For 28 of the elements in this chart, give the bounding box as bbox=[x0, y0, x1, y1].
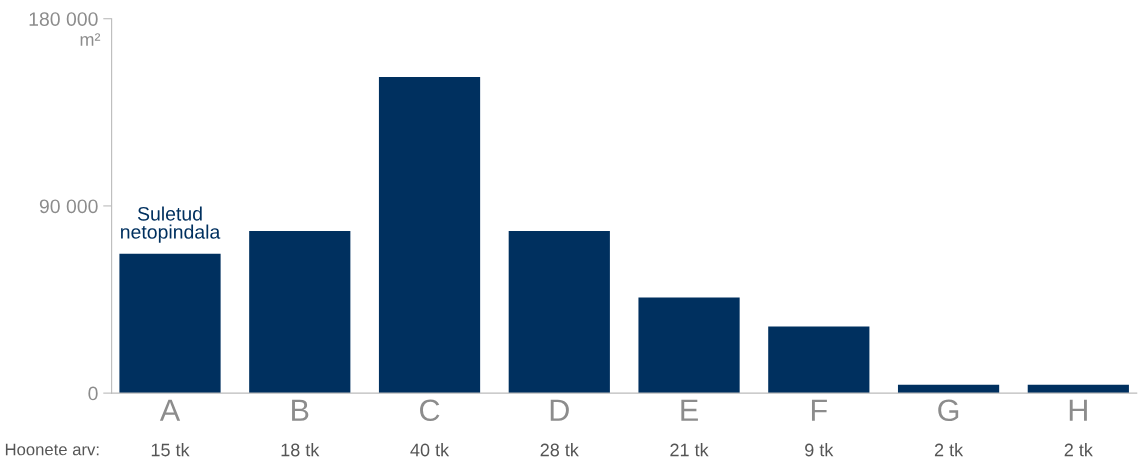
y-tick-label: 90 000 bbox=[39, 199, 98, 214]
text: 2 tk bbox=[1064, 443, 1093, 457]
bar bbox=[119, 253, 221, 394]
bar bbox=[768, 326, 870, 394]
x-tick-label: F bbox=[811, 399, 827, 421]
text: 18 tk bbox=[281, 443, 320, 457]
bar bbox=[249, 230, 351, 394]
x-tick-label: H bbox=[1069, 399, 1087, 421]
text: 9 tk bbox=[805, 443, 834, 457]
text: 28 tk bbox=[540, 443, 579, 457]
text: Hoonete arv: bbox=[5, 443, 99, 456]
x-tick-label: D bbox=[550, 399, 569, 421]
x-tick-label: E bbox=[681, 399, 698, 421]
annotation: Suletud netopindala bbox=[121, 206, 221, 243]
y-axis-title: m² bbox=[80, 33, 101, 46]
text: 21 tk bbox=[670, 443, 709, 457]
text: 40 tk bbox=[410, 443, 450, 457]
text: 15 tk bbox=[151, 443, 190, 457]
x-tick-label: B bbox=[292, 399, 309, 421]
y-tick-label: 180 000 bbox=[29, 12, 98, 26]
x-tick-label: C bbox=[420, 399, 440, 422]
bar bbox=[378, 76, 481, 394]
bar bbox=[638, 297, 740, 394]
bar bbox=[508, 230, 610, 394]
x-tick-label: G bbox=[938, 399, 959, 422]
text: 2 tk bbox=[934, 443, 964, 457]
x-tick-label: A bbox=[159, 399, 181, 421]
y-tick-label: 0 bbox=[88, 386, 98, 401]
